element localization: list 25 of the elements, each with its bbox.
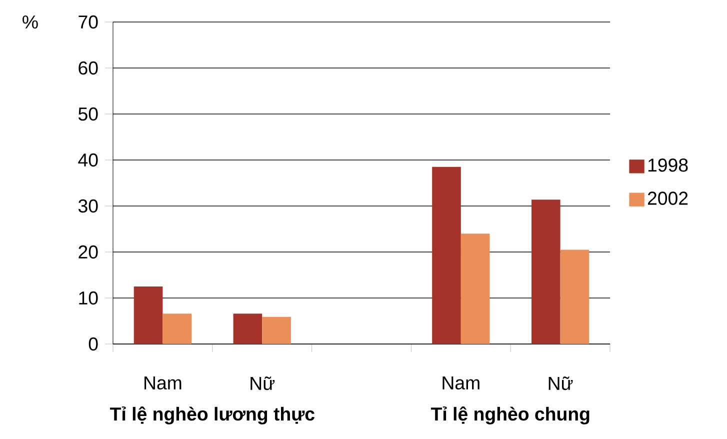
bar [432, 166, 461, 344]
y-tick-label: 0 [88, 337, 98, 351]
x-tick-label: Nam [442, 376, 480, 390]
x-tick-label: Nữ [250, 376, 275, 390]
y-tick-label: 50 [78, 107, 98, 121]
x-tick-label: Nam [144, 376, 182, 390]
bar [560, 250, 590, 344]
y-tick-label: 70 [78, 15, 98, 29]
bar [262, 316, 291, 344]
text: Tỉ lệ nghèo lương thực [110, 406, 314, 424]
y-tick-label: 30 [78, 199, 98, 213]
y-tick-label: 20 [78, 245, 98, 259]
legend-label: 1998 [648, 158, 688, 172]
y-tick-label: 60 [78, 61, 98, 75]
y-axis-title: % [22, 15, 38, 29]
x-tick-label: Nữ [548, 376, 573, 390]
bar [162, 314, 192, 344]
bar [531, 200, 560, 344]
bar [233, 314, 262, 344]
text: Tỉ lệ nghèo chung [430, 406, 590, 424]
y-tick-label: 10 [79, 291, 98, 305]
bar [460, 234, 490, 344]
bar [134, 286, 163, 344]
y-tick-label: 40 [78, 153, 98, 167]
legend-label: 2002 [648, 192, 688, 205]
